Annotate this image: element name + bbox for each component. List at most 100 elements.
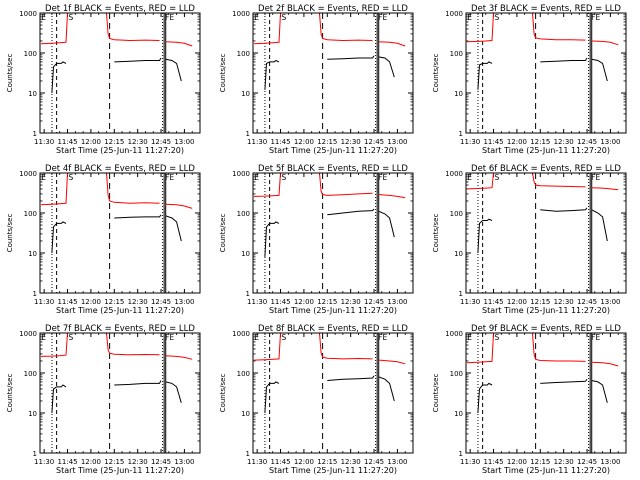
panel-title: Det 8f BLACK = Events, RED = LLD bbox=[258, 324, 408, 334]
y-axis-label: Counts/sec bbox=[219, 374, 227, 413]
x-tick-label: 12:45 bbox=[577, 138, 597, 146]
panel-det-5: Det 5f BLACK = Events, RED = LLD Counts/s… bbox=[219, 164, 414, 315]
marker-label: FE bbox=[165, 13, 174, 22]
x-tick-label: 12:00 bbox=[507, 138, 527, 146]
marker-label: S bbox=[282, 13, 287, 22]
y-tick-label: 1 bbox=[459, 130, 463, 138]
events-series-segment bbox=[540, 378, 588, 384]
y-tick-label: 100 bbox=[237, 210, 250, 218]
y-tick-label: 1000 bbox=[445, 170, 463, 178]
y-axis-label: Counts/sec bbox=[219, 54, 227, 93]
marker-label: FE bbox=[378, 333, 387, 342]
y-tick-label: 100 bbox=[237, 370, 250, 378]
x-tick-label: 12:00 bbox=[81, 298, 101, 306]
marker-label: S bbox=[282, 333, 287, 342]
marker-label: E bbox=[41, 173, 46, 182]
x-tick-label: 12:45 bbox=[151, 138, 171, 146]
lld-series-segment bbox=[378, 194, 406, 199]
marker-label: S bbox=[495, 173, 500, 182]
plot-frame bbox=[465, 12, 627, 134]
x-tick-label: 12:15 bbox=[104, 138, 124, 146]
events-series-segment bbox=[477, 218, 493, 254]
x-tick-label: 13:00 bbox=[600, 458, 620, 466]
x-axis-label: Start Time (25-Jun-11 11:27:20) bbox=[269, 146, 397, 155]
y-tick-label: 1 bbox=[33, 290, 37, 298]
lld-series-segment bbox=[165, 355, 193, 360]
lld-series-segment bbox=[466, 172, 494, 190]
x-tick-label: 12:15 bbox=[104, 458, 124, 466]
panel-title: Det 5f BLACK = Events, RED = LLD bbox=[258, 164, 408, 174]
y-tick-label: 1 bbox=[459, 290, 463, 298]
y-tick-label: 10 bbox=[28, 410, 37, 418]
y-tick-label: 10 bbox=[241, 410, 250, 418]
x-tick-label: 12:00 bbox=[294, 298, 314, 306]
marker-label: FE bbox=[165, 333, 174, 342]
y-tick-label: 10 bbox=[28, 90, 37, 98]
panel-det-9: Det 9f BLACK = Events, RED = LLD Counts/s… bbox=[432, 324, 627, 475]
events-series-segment bbox=[165, 58, 182, 82]
y-tick-label: 1000 bbox=[232, 10, 250, 18]
y-tick-label: 10 bbox=[241, 250, 250, 258]
lld-series-segment bbox=[591, 40, 619, 46]
y-tick-label: 100 bbox=[450, 370, 463, 378]
events-series-segment bbox=[264, 221, 280, 257]
x-tick-label: 11:30 bbox=[247, 138, 267, 146]
y-tick-label: 100 bbox=[24, 370, 37, 378]
y-axis-label: Counts/sec bbox=[6, 374, 14, 413]
x-tick-label: 11:30 bbox=[460, 458, 480, 466]
x-tick-label: 12:45 bbox=[364, 458, 384, 466]
marker-label: S bbox=[69, 333, 74, 342]
x-tick-label: 11:30 bbox=[34, 298, 54, 306]
x-tick-label: 11:30 bbox=[460, 298, 480, 306]
marker-label: E bbox=[467, 173, 472, 182]
plot-frame bbox=[252, 172, 414, 294]
plot-frame bbox=[465, 172, 627, 294]
lld-series-segment bbox=[466, 12, 494, 43]
lld-series-segment bbox=[319, 172, 373, 196]
x-tick-label: 12:15 bbox=[317, 458, 337, 466]
events-series-segment bbox=[540, 57, 588, 63]
x-tick-label: 11:30 bbox=[247, 458, 267, 466]
events-series-segment bbox=[51, 61, 67, 94]
lld-series-segment bbox=[106, 12, 160, 42]
marker-label: E bbox=[467, 13, 472, 22]
panel-det-8: Det 8f BLACK = Events, RED = LLD Counts/s… bbox=[219, 324, 414, 475]
y-tick-label: 100 bbox=[450, 210, 463, 218]
plot-frame bbox=[252, 12, 414, 134]
y-tick-label: 100 bbox=[24, 210, 37, 218]
x-tick-label: 11:45 bbox=[57, 458, 77, 466]
y-tick-label: 1 bbox=[246, 290, 250, 298]
x-tick-label: 12:15 bbox=[317, 138, 337, 146]
events-series-segment bbox=[114, 214, 162, 219]
x-tick-label: 12:00 bbox=[507, 298, 527, 306]
y-axis-label: Counts/sec bbox=[6, 54, 14, 93]
lld-series-segment bbox=[532, 12, 586, 41]
y-tick-label: 1 bbox=[33, 450, 37, 458]
x-tick-label: 12:15 bbox=[530, 458, 550, 466]
plot-frame bbox=[252, 332, 414, 454]
plot-frame bbox=[39, 332, 201, 454]
x-axis-label: Start Time (25-Jun-11 11:27:20) bbox=[482, 466, 610, 475]
y-tick-label: 10 bbox=[454, 250, 463, 258]
marker-label: E bbox=[467, 333, 472, 342]
events-series-segment bbox=[165, 215, 182, 242]
x-tick-label: 13:00 bbox=[387, 298, 407, 306]
events-series-segment bbox=[378, 210, 395, 238]
x-tick-label: 11:45 bbox=[483, 138, 503, 146]
x-tick-label: 12:00 bbox=[294, 458, 314, 466]
y-tick-label: 1 bbox=[246, 450, 250, 458]
marker-label: FE bbox=[378, 173, 387, 182]
x-tick-label: 12:30 bbox=[341, 138, 361, 146]
y-tick-label: 10 bbox=[454, 410, 463, 418]
y-tick-label: 1000 bbox=[232, 170, 250, 178]
events-series-segment bbox=[591, 380, 608, 403]
lld-series-segment bbox=[106, 172, 160, 204]
marker-label: E bbox=[254, 333, 259, 342]
lld-series-segment bbox=[532, 332, 586, 362]
lld-series-segment bbox=[591, 361, 619, 367]
panel-title: Det 6f BLACK = Events, RED = LLD bbox=[471, 164, 621, 174]
lld-series-segment bbox=[466, 332, 494, 364]
y-tick-label: 1 bbox=[459, 450, 463, 458]
y-tick-label: 10 bbox=[28, 250, 37, 258]
